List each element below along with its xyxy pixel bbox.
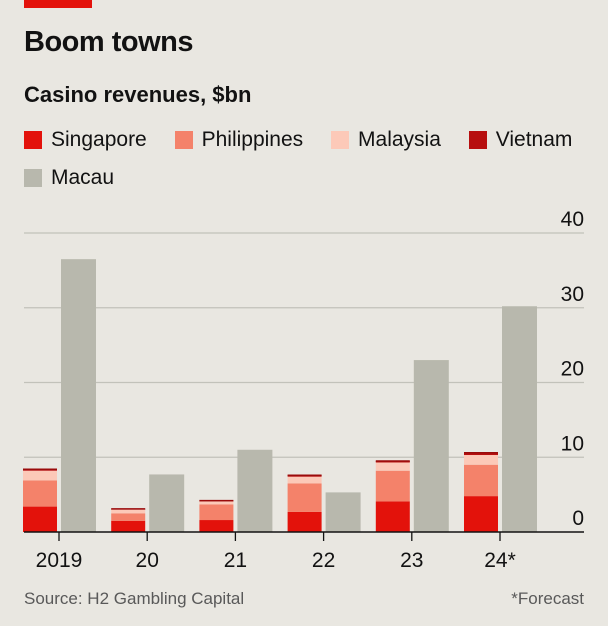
bar-macau-5 xyxy=(502,306,537,532)
brand-tag xyxy=(24,0,92,8)
legend-label-macau: Macau xyxy=(51,166,115,189)
legend-item-philippines: Philippines xyxy=(174,126,304,154)
bar-singapore-5 xyxy=(464,496,498,532)
bar-singapore-0 xyxy=(23,506,57,532)
bar-malaysia-2 xyxy=(199,501,234,505)
y-tick-label-40: 40 xyxy=(561,208,584,231)
x-tick-label-3: 22 xyxy=(312,549,335,572)
x-tick-label-0: 2019 xyxy=(36,549,83,572)
y-tick-label-30: 30 xyxy=(561,283,584,306)
legend-swatch-vietnam xyxy=(468,131,487,149)
legend-swatch-singapore xyxy=(24,131,42,149)
bar-macau-0 xyxy=(61,259,96,532)
bar-malaysia-1 xyxy=(111,509,146,514)
legend-swatch-philippines xyxy=(174,131,193,149)
bar-singapore-1 xyxy=(111,520,146,532)
x-tick-label-2: 21 xyxy=(224,549,247,572)
legend-item-macau: Macau xyxy=(24,164,114,192)
bar-vietnam-5 xyxy=(464,452,498,456)
x-tick-label-4: 23 xyxy=(400,549,423,572)
bar-singapore-3 xyxy=(287,511,322,532)
x-tick-label-5: 24* xyxy=(484,549,516,572)
bar-malaysia-4 xyxy=(375,462,410,471)
bar-macau-2 xyxy=(237,449,273,532)
legend-label-malaysia: Malaysia xyxy=(358,128,441,151)
bar-macau-3 xyxy=(325,492,361,532)
bar-philippines-2 xyxy=(199,504,234,521)
legend-label-philippines: Philippines xyxy=(201,128,304,151)
source-note: Source: H2 Gambling Capital xyxy=(24,589,245,608)
legend-label-singapore: Singapore xyxy=(51,128,147,151)
legend: Singapore Philippines Malaysia Vietnam M… xyxy=(24,126,599,202)
legend-swatch-malaysia xyxy=(331,131,350,149)
bar-philippines-3 xyxy=(287,483,322,512)
footer: Source: H2 Gambling Capital *Forecast xyxy=(24,589,584,609)
bar-singapore-4 xyxy=(375,501,410,532)
legend-label-vietnam: Vietnam xyxy=(495,128,573,151)
x-tick-label-1: 20 xyxy=(136,549,159,572)
y-tick-label-10: 10 xyxy=(561,432,584,455)
forecast-note: *Forecast xyxy=(511,589,584,608)
bar-malaysia-5 xyxy=(464,455,498,465)
bar-malaysia-3 xyxy=(287,476,322,484)
bar-singapore-2 xyxy=(199,520,234,532)
chart-title: Boom towns xyxy=(24,26,194,58)
legend-swatch-macau xyxy=(24,169,42,187)
bar-philippines-5 xyxy=(464,464,498,497)
bar-philippines-1 xyxy=(111,513,146,521)
legend-item-malaysia: Malaysia xyxy=(331,126,441,154)
bar-philippines-0 xyxy=(23,480,57,507)
bar-macau-4 xyxy=(413,360,449,532)
y-tick-label-20: 20 xyxy=(561,358,584,381)
legend-item-vietnam: Vietnam xyxy=(468,126,573,154)
legend-item-singapore: Singapore xyxy=(24,126,147,154)
y-tick-label-0: 0 xyxy=(572,507,584,530)
bar-philippines-4 xyxy=(375,470,410,502)
bar-macau-1 xyxy=(149,474,185,532)
bar-malaysia-0 xyxy=(23,470,57,481)
chart-subtitle: Casino revenues, $bn xyxy=(24,82,252,107)
